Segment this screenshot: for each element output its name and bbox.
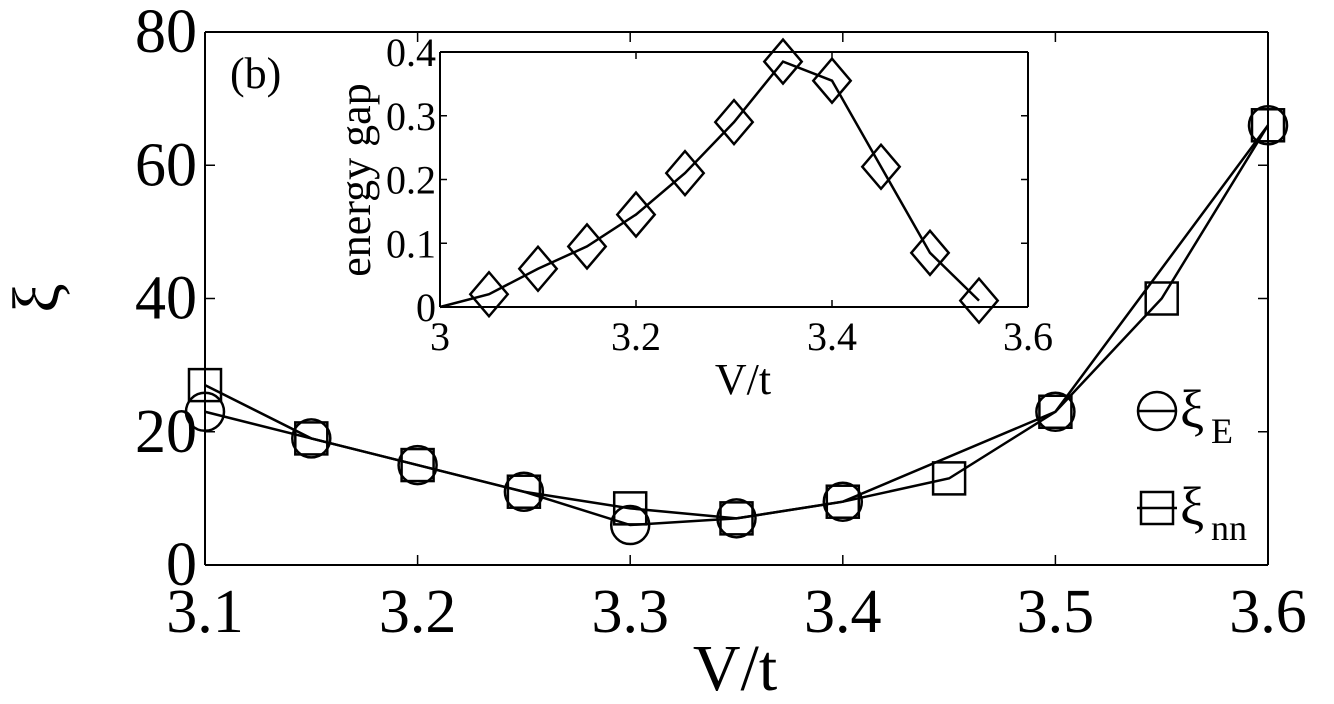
data-point-circle: [291, 418, 332, 459]
inset-y-tick-label: 0.4: [386, 30, 436, 75]
main-y-tick-label: 80: [135, 0, 197, 66]
legend-label: ξ: [1180, 379, 1204, 439]
inset-ticks: 3 3.2 3.4 3.6 0 0.1 0.2 0.3 0.4: [386, 30, 1053, 359]
inset-data-point-diamond: [762, 37, 804, 86]
inset-data-point-diamond: [860, 142, 902, 191]
inset-y-tick-label: 0.3: [386, 94, 436, 139]
data-point-square: [506, 474, 542, 509]
inset-x-tick-label: 3.2: [611, 314, 661, 359]
data-point-circle: [609, 504, 651, 546]
inset-data-point-diamond: [566, 222, 608, 271]
inset-x-tick-label: 3.4: [807, 314, 857, 359]
inset-x-axis-label: V/t: [715, 355, 771, 404]
main-x-tick-label: 3.4: [804, 578, 882, 646]
main-y-tick-label: 40: [135, 265, 197, 333]
series-line-square: [204, 124, 1270, 520]
legend: ξ Eξ nn: [1136, 379, 1247, 548]
legend-label-subscript: E: [1211, 411, 1233, 451]
main-x-tick-label: 3.6: [1229, 578, 1307, 646]
inset-x-tick-label: 3.6: [1003, 314, 1053, 359]
data-point-square: [931, 461, 967, 496]
data-point-square: [719, 501, 754, 536]
inset-y-tick-label: 0: [416, 285, 436, 330]
inset-data-point-diamond: [468, 270, 510, 319]
data-point-square: [1144, 281, 1179, 316]
inset-x-tick-label: 3: [430, 314, 450, 359]
legend-marker-square: [1139, 490, 1175, 526]
data-point-square: [400, 447, 435, 483]
data-point-circle: [397, 444, 438, 486]
data-point-circle: [716, 498, 757, 539]
main-y-tick-label: 0: [166, 531, 197, 599]
inset-data-point-diamond: [909, 228, 951, 277]
legend-label-subscript: nn: [1211, 508, 1247, 548]
data-point-circle: [1035, 391, 1076, 433]
data-point-square: [187, 367, 223, 403]
inset-y-tick-label: 0.1: [386, 221, 436, 266]
main-y-tick-label: 60: [135, 131, 197, 199]
main-ticks: 3.1 3.2 3.3 3.4 3.5 3.6 0 20 40 60 80: [135, 0, 1307, 646]
panel-label: (b): [230, 49, 281, 98]
data-point-circle: [184, 391, 226, 433]
inset-data-point-diamond: [664, 149, 706, 198]
inset-background: [440, 52, 1028, 307]
inset-y-tick-label: 0.2: [386, 158, 436, 203]
data-point-square: [294, 421, 329, 456]
inset-plot: 3 3.2 3.4 3.6 0 0.1 0.2 0.3 0.4 V/t energy gap: [331, 30, 1053, 404]
inset-series-line: [439, 60, 980, 309]
legend-marker-circle: [1136, 390, 1178, 432]
inset-series-group: [439, 37, 1000, 325]
legend-entry-nn: ξ nn: [1137, 476, 1247, 548]
inset-data-point-diamond: [811, 56, 853, 105]
main-x-tick-label: 3.2: [379, 578, 457, 646]
main-series-group: [184, 105, 1289, 546]
main-y-tick-label: 20: [135, 398, 197, 466]
legend-label: ξ: [1180, 476, 1204, 536]
data-point-square: [1250, 108, 1286, 143]
main-x-axis-label: V/t: [693, 632, 777, 704]
inset-data-point-diamond: [713, 98, 755, 147]
data-point-circle: [822, 481, 864, 522]
main-y-axis-label: ξ: [0, 283, 73, 312]
data-point-square: [825, 484, 861, 519]
main-x-tick-label: 3.1: [166, 578, 244, 646]
inset-y-axis-label: energy gap: [331, 83, 380, 276]
inset-data-point-diamond: [958, 276, 1000, 325]
data-point-square: [612, 491, 648, 526]
main-x-tick-label: 3.3: [591, 578, 669, 646]
data-point-circle: [1247, 105, 1289, 146]
inset-data-point-diamond: [517, 244, 559, 293]
inset-data-point-diamond: [615, 190, 657, 239]
data-point-circle: [503, 471, 545, 512]
main-plot: 3.1 3.2 3.3 3.4 3.5 3.6 0 20 40 60 80 V/t ξ: [0, 0, 1307, 704]
main-x-tick-label: 3.5: [1017, 578, 1095, 646]
data-point-square: [1038, 394, 1073, 430]
